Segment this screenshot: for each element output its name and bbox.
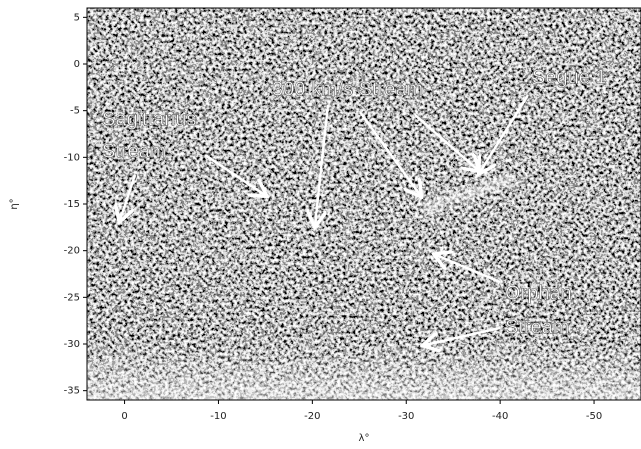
arrow	[414, 114, 478, 170]
annotations	[120, 94, 530, 345]
annotation: Orphan	[505, 282, 572, 304]
density-map	[87, 8, 641, 400]
y-tick-label: -35	[64, 386, 80, 397]
annotation: Stream	[505, 316, 569, 338]
annotation: Sagittarius	[102, 108, 197, 130]
x-axis-label: λ°	[359, 433, 370, 444]
x-tick-label: -30	[398, 411, 414, 422]
arrow	[315, 104, 330, 225]
x-tick-label: -40	[492, 411, 508, 422]
arrow	[480, 94, 530, 172]
x-tick-label: -10	[210, 411, 226, 422]
annotation: 300 km/s Stream	[272, 78, 423, 100]
annotation: Segue 1	[532, 66, 607, 88]
arrow	[358, 111, 420, 195]
arrow	[204, 153, 265, 195]
y-tick-label: -20	[64, 246, 80, 257]
arrow	[425, 326, 501, 345]
y-tick-label: -25	[64, 292, 80, 303]
y-tick-label: -15	[64, 199, 80, 210]
y-tick-label: -10	[64, 152, 80, 163]
annotation: Stream	[102, 140, 166, 162]
x-tick-label: -50	[586, 411, 602, 422]
arrow	[436, 255, 501, 284]
y-tick-label: -5	[70, 106, 80, 117]
x-tick-label: 0	[121, 411, 127, 422]
y-tick-label: -30	[64, 339, 80, 350]
y-axis-label: η°	[9, 198, 20, 209]
x-tick-label: -20	[304, 411, 320, 422]
y-tick-label: 0	[74, 59, 80, 70]
y-tick-label: 5	[74, 12, 80, 23]
arrow	[120, 174, 137, 220]
